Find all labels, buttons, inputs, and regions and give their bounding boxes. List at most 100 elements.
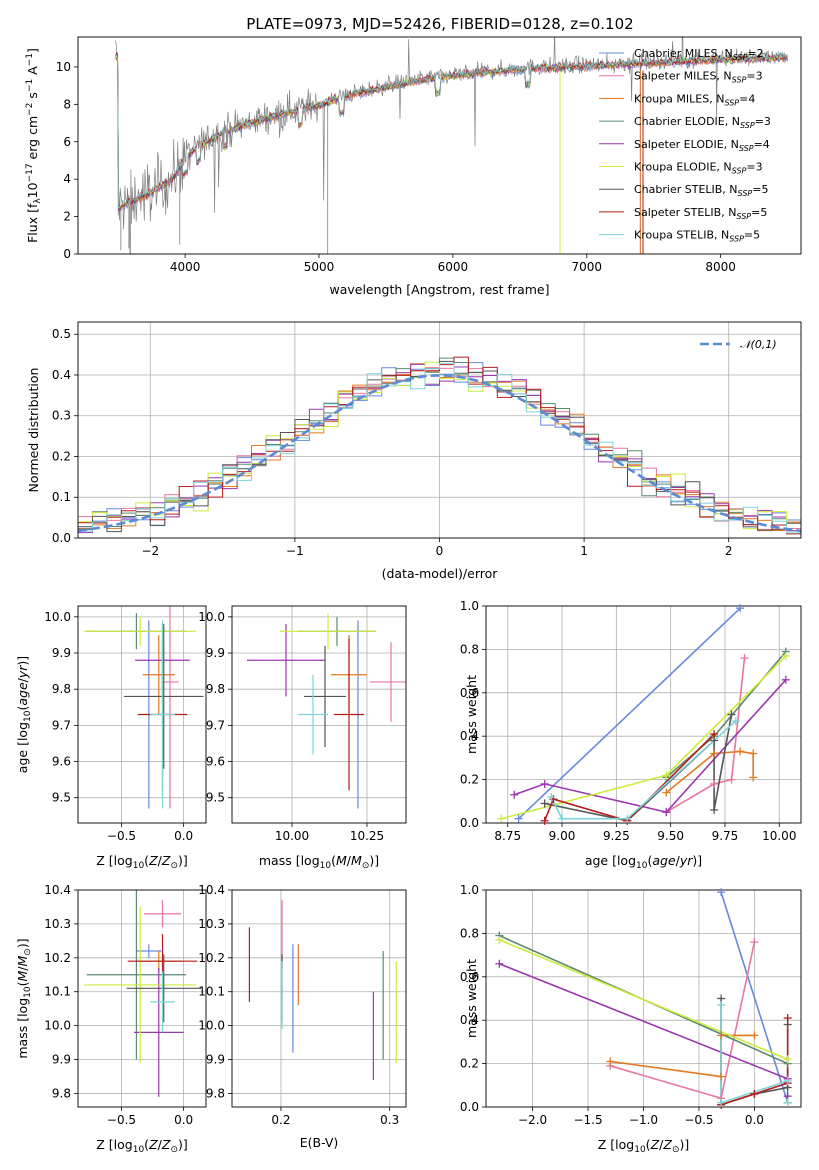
- label-part: )]: [15, 938, 30, 948]
- legend-sub: SSP: [724, 98, 739, 107]
- label-part: mass [log: [15, 998, 30, 1059]
- axes-weight_vs_age: 8.75 9.00 9.25 9.50 9.75 10.00 0.0 0.2 0.4 0.6 0.8…: [460, 599, 802, 871]
- errorbar-point-5: [280, 613, 376, 650]
- y-tick-label: 9.5: [206, 791, 225, 805]
- label-part: Z [log: [96, 1137, 132, 1152]
- legend-sub: SSP: [736, 212, 751, 221]
- y-axis-label: age [log10(age/yr)]: [15, 656, 33, 773]
- y-tick-label: 10.1: [198, 985, 225, 999]
- weight-marker: [750, 1089, 759, 1098]
- errorbar-point-6: [126, 954, 202, 1023]
- label-part: 10: [634, 1145, 646, 1155]
- label-part: Z: [161, 853, 171, 868]
- y-tick-label: 9.9: [52, 646, 71, 660]
- y-tick-label: 0.3: [52, 409, 71, 423]
- axes-frame: [77, 36, 802, 255]
- legend-sub: SSP: [740, 121, 755, 130]
- legend-name: Chabrier MILES, N: [634, 47, 733, 60]
- label-part: (: [646, 1137, 651, 1152]
- weight-marker: [727, 710, 736, 719]
- x-tick-label: 8.75: [494, 829, 521, 843]
- model-spectrum-8: [115, 50, 788, 209]
- legend-tail: =2: [747, 47, 763, 60]
- weight-line-0: [518, 607, 741, 820]
- legend-entry-5: Kroupa ELODIE, NSSP=3: [634, 161, 763, 176]
- weight-marker: [540, 799, 549, 808]
- y-axis-label: Flux [fλ10−17 erg cm−2 s−1 A−1]: [25, 48, 43, 243]
- x-tick-label: 10.00: [762, 829, 796, 843]
- weight-marker: [717, 888, 726, 897]
- x-tick-label: 5000: [304, 260, 335, 274]
- y-tick-label: 9.8: [52, 1086, 71, 1100]
- legend-entry-2: Kroupa MILES, NSSP=4: [634, 92, 755, 107]
- axes-age_vs_z: −0.5 0.09.59.69.79.89.910.0Z [log10(Z/Z⊙)…: [15, 605, 207, 871]
- axes-age_vs_mass: 10.00 10.25 9.5 9.6 9.7 9.8 9.9 10.0 mass [log10…: [198, 605, 407, 871]
- errorbar-point-2: [142, 634, 175, 715]
- y-tick-label: 10.3: [198, 917, 225, 931]
- weight-marker: [749, 749, 758, 758]
- y-axis-label: mass [log10(M/M⊙)]: [15, 938, 33, 1058]
- label-part: 10: [320, 861, 332, 871]
- legend-tail: =4: [739, 92, 755, 105]
- y-tick-label: 0.0: [52, 531, 71, 545]
- y-tick-label: 10.0: [198, 1019, 225, 1033]
- label-part: 10: [23, 986, 33, 998]
- label-part: )]: [679, 1137, 689, 1152]
- weight-marker: [510, 790, 519, 799]
- legend-sub: SSP: [738, 189, 753, 198]
- x-axis-label: mass [log10(M/M⊙)]: [259, 853, 379, 871]
- plot-area-mass_vs_z: [84, 890, 202, 1097]
- errorbar-point-1: [370, 642, 406, 722]
- legend-tail: =5: [744, 229, 760, 242]
- legend-tail: =4: [754, 138, 770, 151]
- weight-line-1: [665, 658, 746, 813]
- legend-sub: SSP: [732, 76, 747, 85]
- axes-frame: [485, 889, 802, 1108]
- errorbar-point-8: [298, 674, 328, 755]
- weight-marker: [740, 654, 749, 663]
- weight-marker: [662, 788, 671, 797]
- x-tick-label: 0.0: [174, 1113, 193, 1127]
- legend-sub: SSP: [733, 53, 748, 62]
- errorbar-point-6: [123, 624, 204, 769]
- x-axis-label: age [log10(age/yr)]: [585, 853, 702, 871]
- weight-marker: [781, 675, 790, 684]
- weight-marker: [662, 808, 671, 817]
- legend-tail: =3: [746, 70, 762, 83]
- axes-spectrum: 4000 5000 6000 7000 8000 0 2 4 6 8 10 wavelength [A…: [25, 36, 802, 297]
- y-tick-label: 1.0: [460, 883, 479, 897]
- axes-weight_vs_z: −2.0 −1.5 −1.0 −0.5 0.0 0.0 0.2 0.4 0.6 0.8 1.0 Z […: [460, 883, 802, 1155]
- errorbar-point-6: [304, 645, 346, 748]
- label-part: /: [158, 853, 163, 868]
- x-axis-label: wavelength [Angstrom, rest frame]: [329, 282, 549, 297]
- legend-name: Salpeter ELODIE, N: [634, 138, 739, 151]
- x-tick-label: 9.00: [549, 829, 576, 843]
- y-tick-label: 10.2: [44, 951, 71, 965]
- weight-marker: [783, 1076, 792, 1085]
- y-tick-label: 9.5: [52, 791, 71, 805]
- y-tick-label: 9.9: [206, 646, 225, 660]
- y-tick-label: 0.1: [52, 490, 71, 504]
- x-tick-label: 0.2: [271, 1113, 290, 1127]
- legend-tail: =3: [746, 161, 762, 174]
- x-axis-label: Z [log10(Z/Z⊙)]: [598, 1137, 690, 1155]
- legend-name: Salpeter STELIB, N: [634, 206, 736, 219]
- axes-frame: [77, 889, 207, 1108]
- plot-area-mass_vs_ebv: [248, 900, 397, 1080]
- x-tick-label: 10.00: [275, 829, 309, 843]
- plot-area-age_vs_z: [84, 606, 204, 809]
- label-part: )]: [369, 853, 379, 868]
- y-tick-label: 9.9: [206, 1053, 225, 1067]
- legend-sub: SSP: [739, 144, 754, 153]
- label-part: age: [652, 853, 676, 868]
- label-part: 10: [133, 1145, 145, 1155]
- y-tick-label: 9.9: [52, 1053, 71, 1067]
- label-part: Z: [650, 1137, 660, 1152]
- label-part: age [log: [585, 853, 636, 868]
- label-part: /: [347, 853, 352, 868]
- label-part: 10: [25, 182, 40, 198]
- label-part: age: [15, 682, 30, 706]
- legend-tail: =3: [755, 115, 771, 128]
- legend-name: Kroupa STELIB, N: [634, 229, 729, 242]
